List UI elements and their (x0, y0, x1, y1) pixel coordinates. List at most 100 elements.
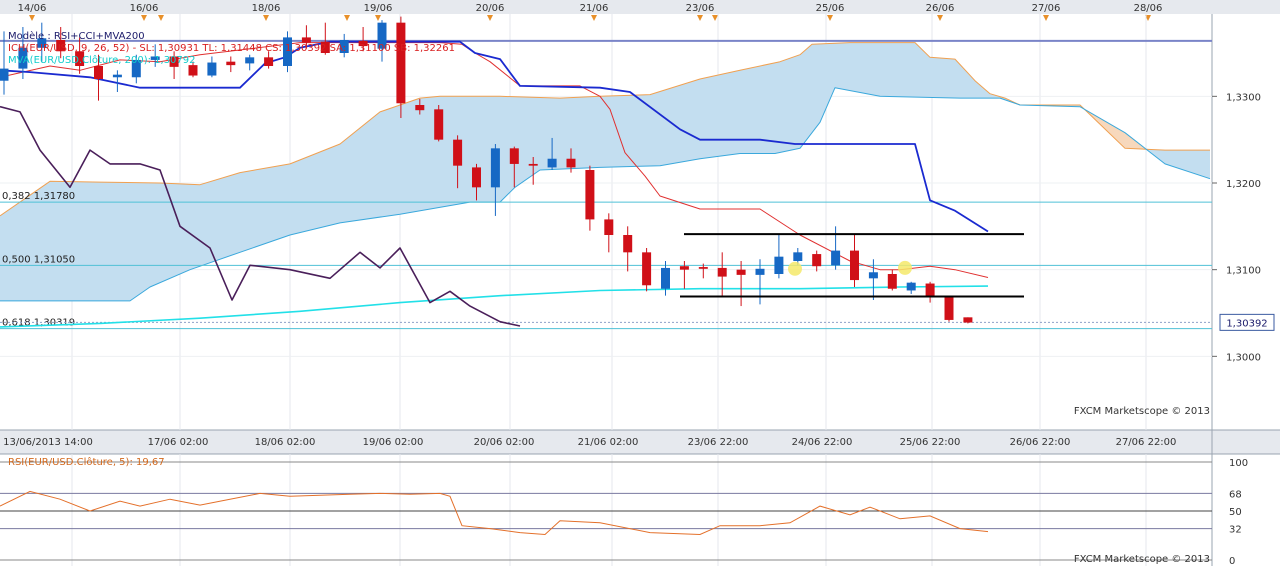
date-marker-icon (697, 15, 703, 21)
candle-bullish (831, 250, 841, 266)
candle-bullish (547, 158, 557, 168)
ichimoku-legend: ICH(EUR/USD, 9, 26, 52) - SL: 1,30931 TL… (8, 43, 455, 54)
candle-bearish (812, 254, 822, 267)
fib-level-label: 0,618 1,30319 (2, 318, 75, 329)
rsi-tick-label: 50 (1229, 507, 1242, 518)
candle-bullish (245, 57, 255, 64)
range-box-lines (680, 233, 1024, 298)
candle-bullish (339, 40, 349, 53)
candle-bearish (320, 41, 330, 53)
rsi-tick-label: 32 (1229, 525, 1242, 536)
candle-bearish (301, 37, 311, 43)
candle-bullish (207, 62, 217, 76)
rsi-tick-bg (1228, 522, 1242, 535)
price-tick-label: 1,3200 (1226, 179, 1261, 190)
date-marker-icon (712, 15, 718, 21)
signal-marker-icon (898, 260, 912, 275)
candle-bullish (18, 47, 28, 69)
top-date-label: 16/06 (130, 3, 159, 14)
top-date-label: 14/06 (18, 3, 47, 14)
top-date-label: 21/06 (580, 3, 609, 14)
candle-bearish (604, 219, 614, 235)
candle-bullish (0, 68, 9, 81)
candle-bearish (585, 170, 595, 220)
rsi-axis-panel[interactable] (1212, 454, 1280, 566)
kumo-bullish (0, 42, 1086, 301)
candlesticks (0, 16, 973, 324)
rsi-plot-area[interactable] (0, 454, 1212, 566)
top-date-label: 19/06 (364, 3, 393, 14)
watermark-rsi: FXCM Marketscope © 2013 (1074, 554, 1210, 565)
bottom-date-label: 25/06 22:00 (900, 437, 961, 448)
candle-bullish (131, 59, 141, 78)
candle-bearish (75, 51, 85, 66)
top-date-label: 18/06 (252, 3, 281, 14)
candle-bearish (415, 105, 425, 111)
senkou-span-a-line (0, 42, 1210, 217)
bottom-date-label: 19/06 02:00 (363, 437, 424, 448)
date-marker-icon (827, 15, 833, 21)
candle-bearish (925, 283, 935, 298)
date-marker-icon (591, 15, 597, 21)
bottom-date-label: 27/06 22:00 (1116, 437, 1177, 448)
price-axis-panel[interactable] (1212, 14, 1280, 430)
rsi-tick-label: 68 (1229, 489, 1242, 500)
candle-bullish (661, 267, 670, 289)
date-marker-icon (29, 15, 35, 21)
rsi-tick-bg (1228, 456, 1242, 468)
candle-bearish (509, 148, 519, 164)
last-price-tag (1219, 313, 1275, 331)
candle-bullish (490, 148, 500, 188)
candle-bullish (793, 252, 803, 261)
price-tick-label: 1,3100 (1226, 266, 1261, 277)
bottom-date-label: 20/06 02:00 (474, 437, 535, 448)
rsi-panel: 100 68 50 32 0 (0, 456, 1248, 566)
candle-bearish (453, 139, 463, 166)
kijun-sen-line (0, 40, 989, 233)
bottom-date-label: 17/06 02:00 (148, 437, 209, 448)
rsi-line (0, 490, 989, 536)
date-marker-icon (141, 15, 147, 21)
kumo-bearish (1086, 110, 1148, 151)
bottom-date-label: 13/06/2013 14:00 (3, 437, 93, 448)
candle-bearish (698, 267, 708, 269)
candle-bearish (623, 235, 633, 253)
bottom-date-label: 24/06 22:00 (792, 437, 853, 448)
candle-bearish (169, 56, 179, 67)
fib-level-label: 0,382 1,31780 (2, 191, 75, 202)
rsi-tick-bg (1228, 554, 1242, 566)
bottom-date-label: 26/06 22:00 (1010, 437, 1071, 448)
top-date-axis: 14/06 16/06 18/06 19/06 20/06 21/06 23/06 25/06… (18, 3, 1163, 21)
rsi-tick-bg (1228, 505, 1242, 517)
candle-bearish (679, 266, 689, 270)
candle-bearish (188, 65, 198, 76)
rsi-tick-bg (1228, 487, 1242, 500)
bottom-date-label: 21/06 02:00 (578, 437, 639, 448)
rsi-tick-label: 100 (1229, 458, 1248, 469)
candle-bearish (642, 252, 652, 286)
date-marker-icon (487, 15, 493, 21)
candle-bearish (717, 267, 727, 277)
date-marker-icon (937, 15, 943, 21)
candle-bearish (566, 158, 576, 168)
candle-bullish (377, 22, 387, 49)
candle-bearish (94, 66, 103, 79)
top-date-label: 26/06 (926, 3, 955, 14)
candle-bullish (37, 38, 47, 48)
date-marker-icon (1043, 15, 1049, 21)
top-date-label: 20/06 (476, 3, 505, 14)
top-date-label: 23/06 (686, 3, 715, 14)
date-marker-icon (263, 15, 269, 21)
top-date-label: 28/06 (1134, 3, 1163, 14)
candle-bullish (112, 74, 122, 78)
candle-bearish (226, 61, 236, 66)
candle-bearish (396, 22, 406, 104)
bottom-date-label: 18/06 02:00 (255, 437, 316, 448)
ichimoku-cloud (0, 42, 1211, 302)
candle-bearish (472, 167, 481, 188)
candle-bullish (868, 272, 878, 279)
bottom-date-label: 23/06 22:00 (688, 437, 749, 448)
candle-bearish (944, 297, 954, 320)
